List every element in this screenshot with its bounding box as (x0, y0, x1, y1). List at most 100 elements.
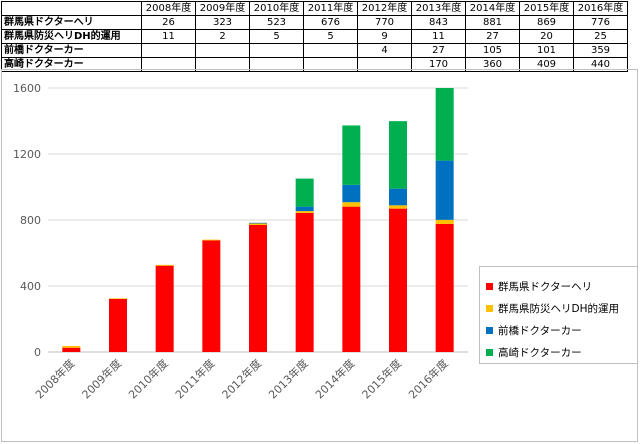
table-cell: 523 (249, 15, 304, 30)
x-tick-label: 2008年度 (32, 356, 77, 401)
chart-area: 0 400 800 1200 1600 2008年度 2009年度 2010年度 2011年度 2… (1, 69, 638, 442)
y-tick-label: 400 (20, 280, 41, 293)
bar-segment (155, 265, 174, 352)
table-cell (303, 43, 358, 58)
legend-item: 群馬県ドクターヘリ (486, 275, 637, 297)
bar-segment (389, 208, 407, 352)
bar-segment (435, 88, 454, 161)
table-cell: 2 (195, 29, 250, 44)
bar-segment (202, 239, 221, 241)
legend-item: 前橋ドクターカー (486, 319, 637, 341)
table-cell: 359 (573, 43, 628, 58)
table-cell: 776 (573, 15, 628, 30)
y-tick-label: 1600 (13, 82, 41, 95)
legend-swatch (486, 326, 493, 334)
legend-item: 高崎ドクターカー (486, 341, 637, 363)
x-tick-label: 2016年度 (406, 356, 451, 401)
table-row-label: 前橋ドクターカー (1, 43, 142, 58)
table-cell: 25 (573, 29, 628, 44)
bar-segment (295, 211, 314, 213)
table-cell (249, 43, 304, 58)
table-row: 群馬県ドクターヘリ 26 323 523 676 770 843 881 869 776 (1, 15, 628, 30)
table-cell: 869 (519, 15, 574, 30)
table-cell: 9 (357, 29, 412, 44)
legend-label: 高崎ドクターカー (498, 346, 582, 359)
bar-segment (342, 184, 361, 203)
table-row-label: 群馬県防災ヘリDH的運用 (1, 29, 142, 44)
legend-label: 群馬県ドクターヘリ (498, 280, 593, 293)
table-row-label: 高崎ドクターカー (1, 57, 142, 72)
x-tick-label: 2010年度 (126, 356, 171, 401)
bar-segment (342, 206, 361, 352)
table-row: 群馬県防災ヘリDH的運用 11 2 5 5 9 11 27 20 25 (1, 29, 628, 44)
bar-segment (109, 298, 127, 352)
x-tick-label: 2013年度 (266, 356, 311, 401)
legend-swatch (486, 282, 493, 290)
table-row: 前橋ドクターカー 4 27 105 101 359 (1, 43, 628, 58)
table-cell: 843 (411, 15, 466, 30)
table-header-cell: 2013年度 (411, 1, 466, 16)
bar-segment (342, 202, 361, 207)
bar-segment (202, 240, 221, 352)
table-cell (141, 43, 196, 58)
table-cell: 20 (519, 29, 574, 44)
legend-swatch (486, 304, 493, 312)
table-cell (195, 43, 250, 58)
bar-segment (435, 160, 454, 220)
x-tick-label: 2011年度 (172, 356, 217, 401)
table-cell: 26 (141, 15, 196, 30)
table-cell: 881 (465, 15, 520, 30)
bar-segment (389, 205, 407, 209)
table-cell: 770 (357, 15, 412, 30)
table-cell: 440 (573, 57, 628, 72)
bar-segment (342, 125, 361, 185)
table-cell: 323 (195, 15, 250, 30)
table-cell: 27 (411, 43, 466, 58)
legend-swatch (486, 348, 493, 356)
table-header-cell: 2010年度 (249, 1, 304, 16)
x-tick-label: 2014年度 (312, 356, 357, 401)
table-cell: 409 (519, 57, 574, 72)
y-tick-label: 800 (20, 214, 41, 227)
table-cell: 11 (411, 29, 466, 44)
bar-segment (62, 347, 81, 352)
bar-segment (295, 212, 314, 352)
legend-label: 前橋ドクターカー (498, 324, 582, 337)
table-cell: 11 (141, 29, 196, 44)
table-cell: 5 (249, 29, 304, 44)
data-table: 2008年度 2009年度 2010年度 2011年度 2012年度 2013年度 2014… (1, 1, 628, 72)
table-cell: 5 (303, 29, 358, 44)
table-row: 高崎ドクターカー 170 360 409 440 (1, 57, 628, 72)
y-tick-label: 0 (34, 346, 41, 359)
table-header-cell: 2014年度 (465, 1, 520, 16)
legend-label: 群馬県防災ヘリDH的運用 (498, 302, 619, 315)
table-header-cell: 2009年度 (195, 1, 250, 16)
bar-segment (295, 178, 314, 207)
x-tick-label: 2012年度 (219, 356, 264, 401)
bar-segment (295, 206, 314, 212)
table-cell: 4 (357, 43, 412, 58)
table-header-row: 2008年度 2009年度 2010年度 2011年度 2012年度 2013年度 2014… (1, 1, 628, 16)
bar-segment (249, 222, 267, 224)
table-header-cell: 2012年度 (357, 1, 412, 16)
table-cell: 676 (303, 15, 358, 30)
legend-item: 群馬県防災ヘリDH的運用 (486, 297, 637, 319)
table-corner-cell (1, 1, 142, 16)
bar-segment (155, 264, 174, 266)
y-tick-label: 1200 (13, 148, 41, 161)
x-tick-label: 2009年度 (79, 356, 124, 401)
table-cell: 101 (519, 43, 574, 58)
table-header-cell: 2011年度 (303, 1, 358, 16)
table-cell: 105 (465, 43, 520, 58)
table-header-cell: 2008年度 (141, 1, 196, 16)
x-tick-label: 2015年度 (359, 356, 404, 401)
table-cell: 360 (465, 57, 520, 72)
legend: 群馬県ドクターヘリ群馬県防災ヘリDH的運用 前橋ドクターカー 高崎ドクターカー (479, 266, 638, 364)
table-header-cell: 2016年度 (573, 1, 628, 16)
bar-segment (435, 219, 454, 224)
bar-segment (389, 188, 407, 206)
table-row-label: 群馬県ドクターヘリ (1, 15, 142, 30)
table-header-cell: 2015年度 (519, 1, 574, 16)
table-cell: 27 (465, 29, 520, 44)
